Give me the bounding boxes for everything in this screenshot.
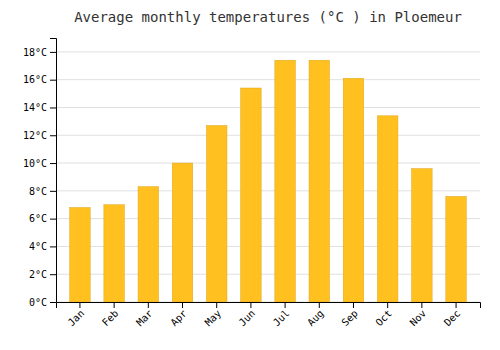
x-tick-mark [387, 302, 388, 308]
y-axis: 0°C 2°C 4°C 6°C 8°C 10°C 12°C 14°C 16°C 18°C [23, 39, 57, 308]
x-tick: May [203, 302, 224, 328]
x-tick: Aug [305, 302, 326, 328]
x-tick: Nov [408, 302, 429, 328]
x-tick: Dec [442, 302, 463, 328]
x-tick: Feb [100, 302, 121, 328]
x-tick-label: Apr [168, 308, 189, 329]
x-tick-label: Jul [271, 308, 292, 329]
x-tick-mark [456, 302, 457, 308]
x-tick: Mar [134, 302, 155, 328]
x-tick-mark [285, 302, 286, 308]
y-tick: 18°C [23, 47, 56, 58]
chart-title: Average monthly temperatures (°C ) in Pl… [74, 9, 462, 25]
y-tick-mark [50, 219, 56, 220]
y-tick: 4°C [29, 241, 56, 252]
x-tick-mark [79, 302, 80, 308]
y-tick-label: 16°C [23, 74, 47, 85]
y-axis-line [50, 39, 57, 303]
grid-line [56, 51, 480, 52]
x-tick-mark [216, 302, 217, 308]
bar [309, 60, 330, 302]
grid-line [56, 107, 480, 108]
y-tick-label: 18°C [23, 47, 47, 58]
y-tick: 10°C [23, 158, 56, 169]
x-tick: Oct [373, 302, 394, 328]
grid-line [56, 163, 480, 164]
x-axis-line [57, 303, 481, 309]
x-tick-label: Aug [305, 308, 326, 329]
y-tick-mark [50, 135, 56, 136]
x-tick-label: Dec [442, 308, 463, 329]
y-tick-mark [50, 52, 56, 53]
bar [104, 205, 125, 302]
y-tick: 14°C [23, 102, 56, 113]
x-tick-mark [182, 302, 183, 308]
x-tick-mark [148, 302, 149, 308]
y-tick-label: 0°C [29, 297, 47, 308]
y-tick-label: 4°C [29, 241, 47, 252]
y-tick-label: 14°C [23, 102, 47, 113]
x-tick-label: Nov [408, 308, 429, 329]
x-tick-mark [353, 302, 354, 308]
x-tick-mark [250, 302, 251, 308]
grid-line [56, 79, 480, 80]
x-tick-label: Sep [339, 308, 360, 329]
x-tick-label: Jan [66, 308, 87, 329]
plot: 0°C 2°C 4°C 6°C 8°C 10°C 12°C 14°C 16°C 18°C Jan Fe… [23, 39, 481, 329]
bar [241, 88, 262, 302]
y-tick-mark [50, 246, 56, 247]
bar [412, 169, 433, 302]
y-tick: 2°C [29, 269, 56, 280]
y-tick-label: 12°C [23, 130, 47, 141]
grid [56, 52, 480, 302]
x-tick-label: Jun [237, 308, 258, 329]
x-tick: Sep [339, 302, 360, 328]
x-tick-mark [114, 302, 115, 308]
y-tick: 16°C [23, 74, 56, 85]
x-tick: Jun [237, 302, 258, 328]
x-tick-mark [421, 302, 422, 308]
chart-container: 0°C 2°C 4°C 6°C 8°C 10°C 12°C 14°C 16°C 18°C Jan Fe… [0, 0, 500, 350]
y-tick-label: 2°C [29, 269, 47, 280]
y-tick: 12°C [23, 130, 56, 141]
x-tick-label: Mar [134, 308, 155, 329]
bar [343, 78, 364, 302]
y-tick-label: 6°C [29, 213, 47, 224]
y-tick: 6°C [29, 213, 56, 224]
y-tick: 0°C [29, 297, 56, 308]
x-tick-label: Oct [373, 308, 394, 329]
bar [138, 187, 159, 302]
y-tick-mark [50, 302, 56, 303]
y-tick-mark [50, 163, 56, 164]
y-tick-label: 8°C [29, 186, 47, 197]
bar [172, 163, 193, 302]
x-tick: Apr [168, 302, 189, 328]
y-tick-mark [50, 274, 56, 275]
x-tick: Jul [271, 302, 292, 328]
y-tick-mark [50, 191, 56, 192]
grid-line [56, 135, 480, 136]
x-axis: Jan Feb Mar Apr May Jun Jul Aug Sep Oct Nov Dec [57, 302, 481, 328]
x-tick-label: Feb [100, 308, 121, 329]
bar [206, 126, 227, 302]
bar [446, 196, 467, 302]
bar [377, 116, 398, 302]
chart-svg: 0°C 2°C 4°C 6°C 8°C 10°C 12°C 14°C 16°C 18°C Jan Fe… [0, 0, 500, 350]
bars [70, 60, 467, 302]
x-tick: Jan [66, 302, 87, 328]
bar [70, 208, 91, 302]
y-tick-mark [50, 107, 56, 108]
y-tick-label: 10°C [23, 158, 47, 169]
bar [275, 60, 296, 302]
x-tick-mark [319, 302, 320, 308]
y-tick: 8°C [29, 186, 56, 197]
y-tick-mark [50, 80, 56, 81]
x-tick-label: May [203, 308, 224, 329]
